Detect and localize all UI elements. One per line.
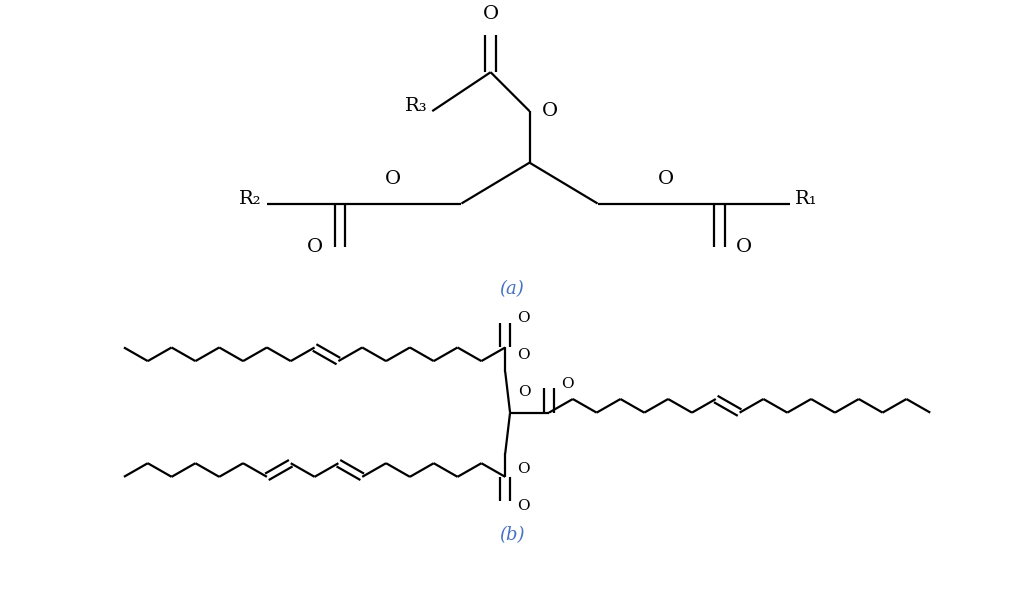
Text: O: O: [517, 348, 530, 362]
Text: (b): (b): [499, 526, 525, 544]
Text: O: O: [517, 499, 530, 513]
Text: O: O: [736, 238, 752, 257]
Text: O: O: [517, 462, 530, 476]
Text: O: O: [483, 5, 499, 22]
Text: O: O: [542, 102, 559, 120]
Text: O: O: [561, 378, 573, 392]
Text: O: O: [308, 238, 323, 257]
Text: (a): (a): [499, 280, 525, 298]
Text: O: O: [517, 311, 530, 325]
Text: O: O: [519, 385, 531, 399]
Text: O: O: [385, 170, 402, 188]
Text: R₂: R₂: [240, 190, 262, 208]
Text: R₁: R₁: [795, 190, 818, 208]
Text: O: O: [658, 170, 673, 188]
Text: R₃: R₃: [405, 97, 427, 116]
